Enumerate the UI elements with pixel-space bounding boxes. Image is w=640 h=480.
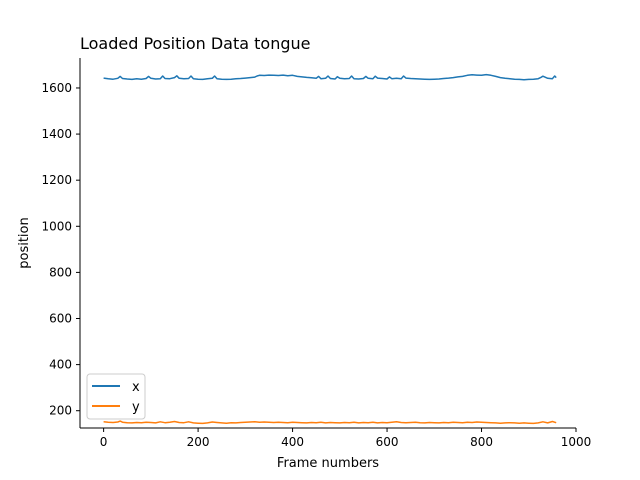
x-axis-label: Frame numbers <box>277 456 379 471</box>
legend-label-y: y <box>132 400 140 415</box>
y-tick-label: 600 <box>49 311 72 325</box>
chart-title: Loaded Position Data tongue <box>80 34 310 53</box>
legend-label-x: x <box>132 380 140 395</box>
y-tick-label: 1600 <box>41 81 72 95</box>
y-axis-label: position <box>17 217 32 269</box>
x-tick-label: 1000 <box>561 435 592 449</box>
series-line-y <box>103 420 557 425</box>
y-tick-label: 800 <box>49 265 72 279</box>
x-tick-label: 800 <box>470 435 493 449</box>
x-tick-label: 400 <box>281 435 304 449</box>
legend: x y <box>86 373 146 420</box>
x-tick-label: 0 <box>100 435 108 449</box>
axes-layer <box>79 58 576 429</box>
y-tick-label: 200 <box>49 404 72 418</box>
series-layer <box>103 73 557 425</box>
y-tick-label: 400 <box>49 358 72 372</box>
x-tick-label: 200 <box>187 435 210 449</box>
y-tick-label: 1400 <box>41 127 72 141</box>
x-ticks: 0 200 400 600 800 1000 <box>100 428 591 449</box>
x-tick-label: 600 <box>376 435 399 449</box>
y-tick-label: 1000 <box>41 219 72 233</box>
y-ticks: 200 400 600 800 1000 1200 1400 1600 <box>41 81 80 418</box>
y-tick-label: 1200 <box>41 173 72 187</box>
series-line-x <box>103 73 557 81</box>
